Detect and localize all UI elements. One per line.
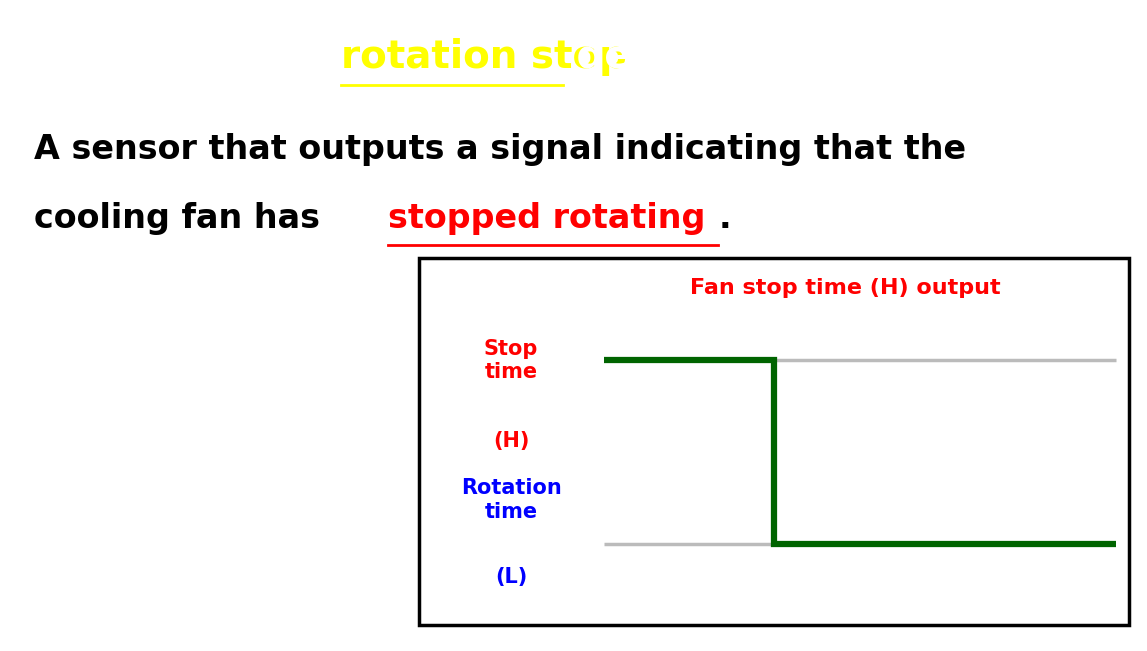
Text: (H): (H) (493, 431, 529, 451)
Text: Fan stop time (H) output: Fan stop time (H) output (690, 279, 1000, 298)
Text: Stop
time: Stop time (484, 339, 538, 381)
Text: Lock sensor (: Lock sensor ( (56, 38, 348, 76)
Text: Rotation
time: Rotation time (461, 478, 562, 521)
Text: .: . (718, 202, 731, 234)
Text: stopped rotating: stopped rotating (388, 202, 705, 234)
Text: rotation stop: rotation stop (341, 38, 627, 76)
Text: (L): (L) (496, 567, 528, 587)
Text: A sensor that outputs a signal indicating that the: A sensor that outputs a signal indicatin… (34, 133, 966, 166)
Text: detection type): detection type) (563, 38, 914, 76)
Text: cooling fan has: cooling fan has (34, 202, 331, 234)
FancyBboxPatch shape (420, 258, 1129, 624)
